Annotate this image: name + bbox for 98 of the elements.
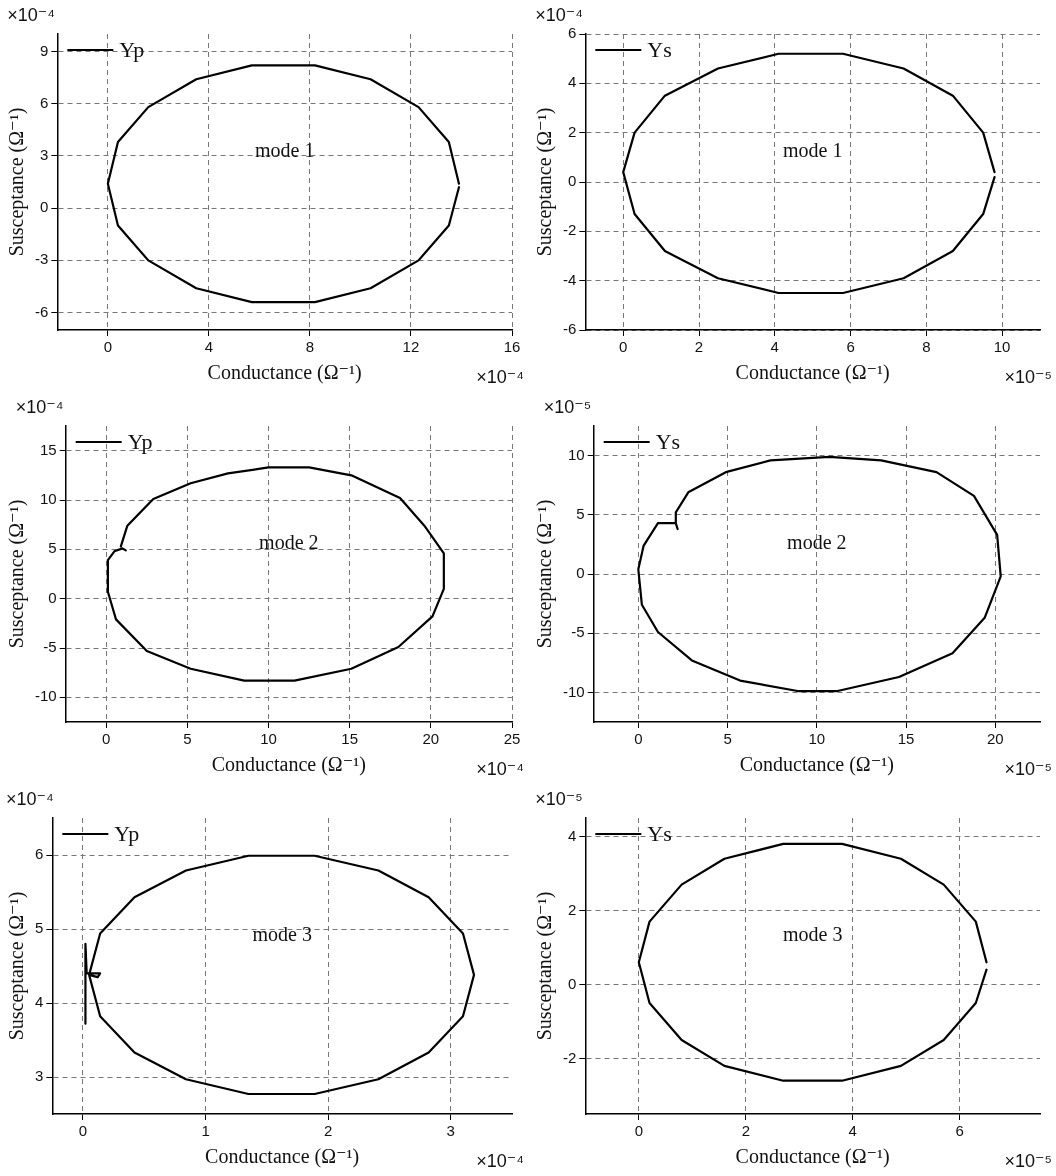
legend-label: Yp: [114, 820, 140, 846]
x-axis-title: Conductance (Ω⁻¹): [207, 361, 362, 385]
y-tick-label: -2: [562, 1048, 577, 1066]
x-tick-label: 0: [78, 1122, 88, 1140]
y-axis-title: Susceptance (Ω⁻¹): [5, 891, 29, 1041]
annotation: mode 3: [252, 923, 312, 946]
y-tick-label: 6: [39, 93, 49, 111]
x-tick-label: 10: [993, 338, 1011, 356]
legend-label: Yp: [127, 428, 153, 454]
x-tick-label: 10: [808, 730, 826, 748]
x-tick-label: 0: [634, 1122, 643, 1140]
y-axis-title: Susceptance (Ω⁻¹): [533, 499, 557, 649]
x-tick-label: 4: [204, 338, 214, 356]
y-tick-label: 0: [39, 198, 49, 216]
x-tick-label: 8: [922, 338, 931, 356]
y-tick-label: 4: [567, 73, 577, 91]
x-axis-title: Conductance (Ω⁻¹): [735, 1145, 890, 1169]
x-tick-label: 15: [897, 730, 915, 748]
x-axis-title: Conductance (Ω⁻¹): [735, 361, 890, 385]
y-tick-label: 3: [39, 146, 49, 164]
x-tick-label: 2: [741, 1122, 750, 1140]
legend-label: Ys: [655, 428, 681, 454]
text: ×10⁻⁵: [1004, 758, 1052, 779]
legend-label: Yp: [119, 36, 145, 62]
text: ×10⁻⁵: [535, 788, 583, 809]
x-tick-label: 0: [102, 730, 111, 748]
y-tick-label: -5: [43, 638, 57, 656]
x-tick-label: 16: [503, 338, 521, 356]
y-tick-label: -3: [34, 250, 49, 268]
y-axis-title: Susceptance (Ω⁻¹): [533, 107, 557, 257]
x-tick-label: 8: [305, 338, 315, 356]
y-tick-label: -5: [571, 623, 585, 641]
x-axis-title: Conductance (Ω⁻¹): [739, 753, 894, 777]
x-tick-label: 6: [846, 338, 855, 356]
y-tick-label: 3: [35, 1067, 44, 1085]
x-tick-label: 4: [770, 338, 779, 356]
x-tick-label: 4: [848, 1122, 857, 1140]
x-axis-title: Conductance (Ω⁻¹): [205, 1145, 360, 1169]
y-tick-label: -10: [34, 687, 57, 705]
y-tick-label: -10: [562, 682, 585, 700]
x-tick-label: 25: [503, 730, 521, 748]
text: ×10⁻⁴: [7, 4, 56, 25]
annotation: mode 2: [787, 531, 847, 554]
text: ×10⁻⁴: [476, 366, 524, 387]
text: ×10⁻⁴: [476, 758, 524, 779]
x-tick-label: 12: [402, 338, 420, 356]
y-axis-title: Susceptance (Ω⁻¹): [5, 107, 29, 257]
x-tick-label: 2: [694, 338, 704, 356]
annotation: mode 2: [259, 531, 319, 554]
y-tick-label: 0: [567, 172, 577, 190]
y-tick-label: 4: [35, 993, 44, 1011]
x-tick-label: 0: [103, 338, 113, 356]
y-tick-label: 0: [567, 974, 577, 992]
text: ×10⁻⁴: [476, 1150, 524, 1171]
y-tick-label: 10: [39, 490, 57, 508]
annotation: mode 1: [254, 139, 315, 162]
x-axis-title: Conductance (Ω⁻¹): [211, 753, 366, 777]
y-tick-label: 6: [567, 24, 577, 42]
y-tick-label: 9: [39, 41, 49, 59]
y-axis-title: Susceptance (Ω⁻¹): [533, 891, 557, 1041]
y-tick-label: -4: [562, 270, 577, 288]
y-tick-label: -6: [34, 302, 49, 320]
text: ×10⁻⁴: [535, 4, 584, 25]
x-tick-label: 6: [955, 1122, 964, 1140]
x-tick-label: 5: [183, 730, 192, 748]
y-tick-label: -6: [562, 320, 577, 338]
x-tick-label: 20: [422, 730, 440, 748]
text: ×10⁻⁵: [1004, 1150, 1052, 1171]
text: ×10⁻⁵: [543, 396, 592, 417]
y-tick-label: 15: [39, 440, 57, 458]
x-tick-label: 20: [987, 730, 1004, 748]
x-tick-label: 1: [201, 1122, 210, 1140]
annotation: mode 1: [782, 139, 843, 162]
text: ×10⁻⁴: [6, 788, 54, 809]
y-tick-label: 10: [567, 445, 585, 463]
x-tick-label: 0: [634, 730, 643, 748]
y-tick-label: 0: [48, 588, 57, 606]
legend-label: Ys: [647, 36, 672, 62]
x-tick-label: 0: [619, 338, 628, 356]
x-tick-label: 2: [323, 1122, 333, 1140]
y-tick-label: -2: [562, 221, 577, 239]
text: ×10⁻⁵: [1004, 366, 1052, 387]
y-tick-label: 5: [48, 539, 57, 557]
y-axis-title: Susceptance (Ω⁻¹): [5, 499, 29, 649]
y-tick-label: 4: [567, 826, 577, 844]
y-tick-label: 6: [35, 845, 44, 863]
y-tick-label: 2: [567, 900, 577, 918]
x-tick-label: 10: [260, 730, 277, 748]
x-tick-label: 15: [341, 730, 359, 748]
x-tick-label: 3: [446, 1122, 455, 1140]
y-tick-label: 5: [35, 919, 44, 937]
annotation: mode 3: [782, 923, 843, 946]
y-tick-label: 2: [567, 122, 577, 140]
y-tick-label: 5: [576, 504, 585, 522]
x-tick-label: 5: [723, 730, 732, 748]
text: ×10⁻⁴: [15, 396, 64, 417]
legend-label: Ys: [647, 820, 672, 846]
y-tick-label: 0: [576, 564, 585, 582]
